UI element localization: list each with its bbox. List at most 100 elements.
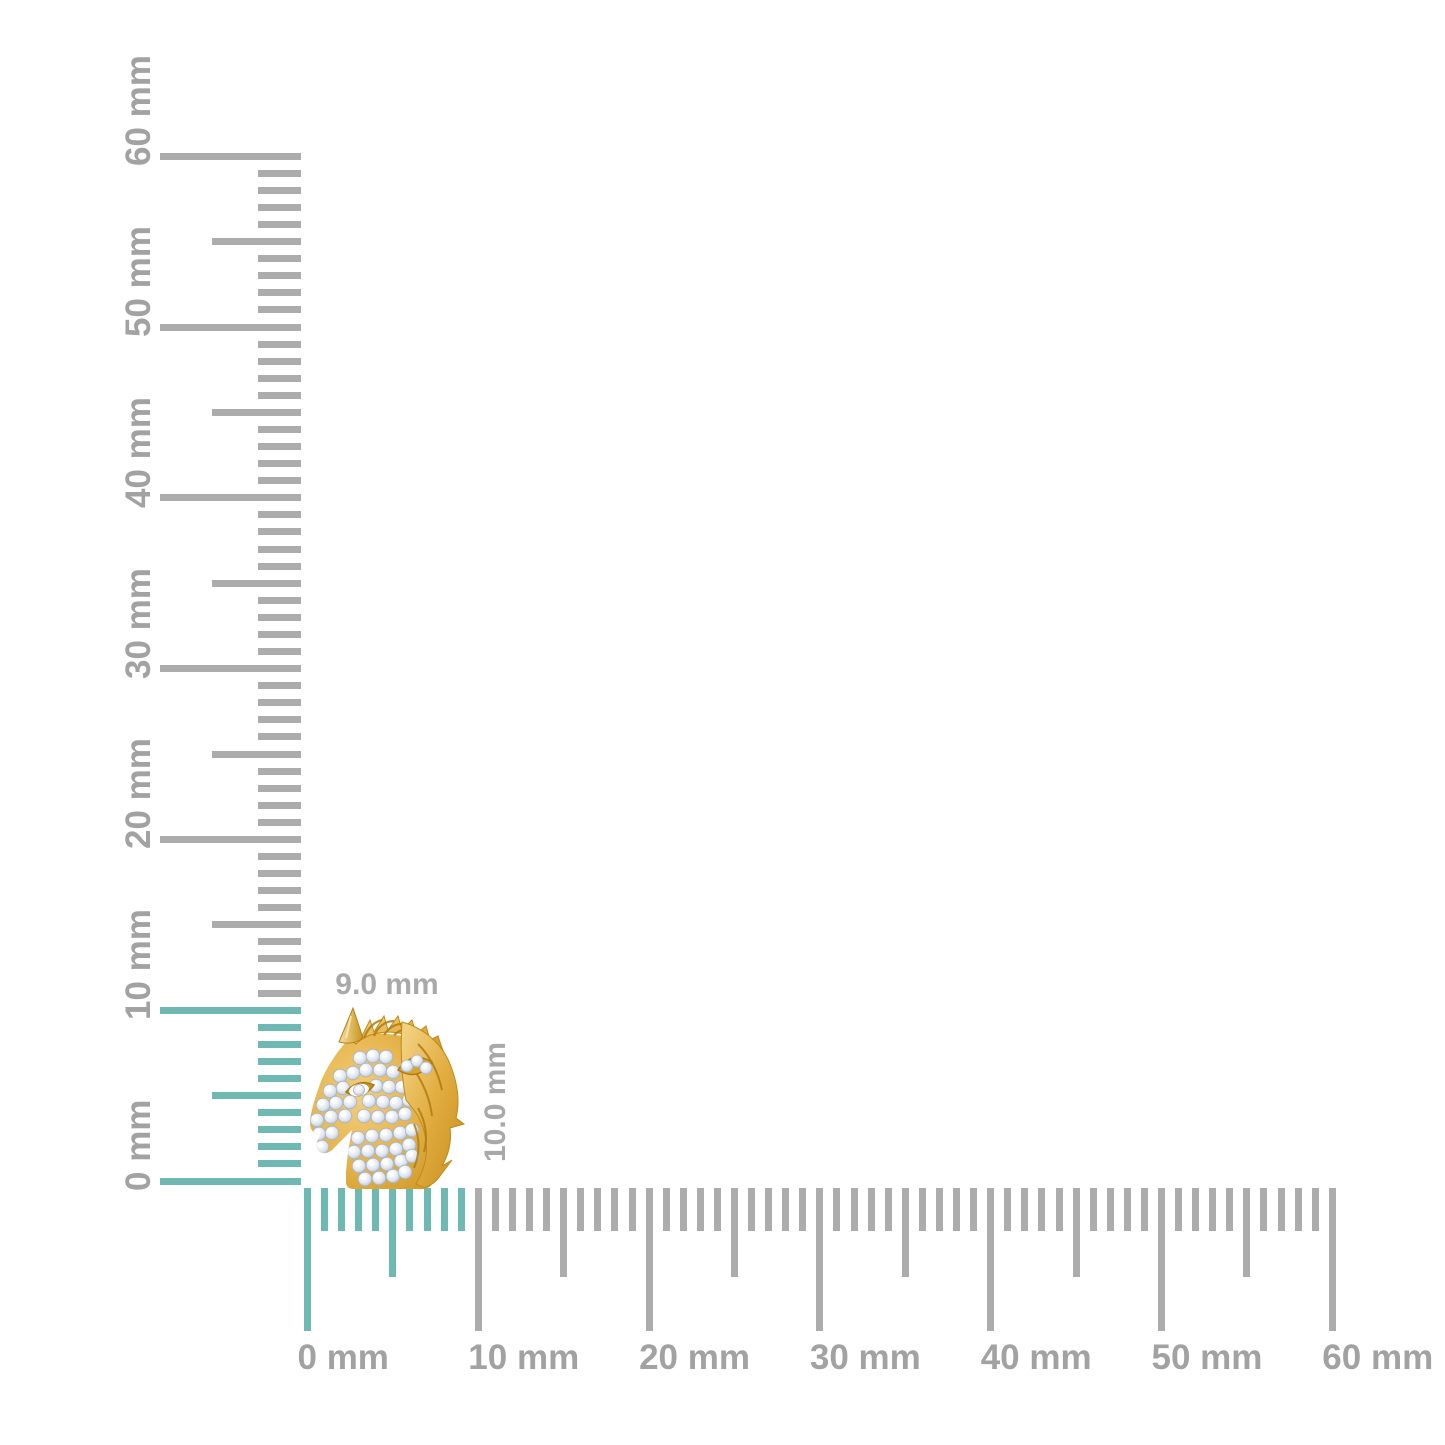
horizontal-ruler-label-40mm: 40 mm xyxy=(980,1338,1092,1377)
horizontal-ruler-tick-11mm xyxy=(491,1188,499,1231)
vertical-ruler-tick-59mm xyxy=(258,169,301,177)
vertical-ruler-tick-25mm xyxy=(212,750,301,758)
vertical-ruler-tick-0mm xyxy=(160,1177,301,1185)
horizontal-ruler-tick-0mm xyxy=(304,1188,311,1331)
vertical-ruler-tick-6mm xyxy=(258,1075,301,1083)
vertical-ruler-tick-19mm xyxy=(258,852,301,860)
horizontal-ruler-tick-38mm xyxy=(953,1188,961,1231)
horizontal-ruler-tick-53mm xyxy=(1209,1188,1217,1231)
horizontal-ruler-tick-19mm xyxy=(628,1188,636,1231)
horizontal-ruler-tick-6mm xyxy=(406,1188,414,1231)
horizontal-ruler-tick-46mm xyxy=(1089,1188,1097,1231)
horizontal-ruler-tick-50mm xyxy=(1158,1188,1165,1331)
horizontal-ruler-tick-47mm xyxy=(1106,1188,1114,1231)
horizontal-ruler-label-30mm: 30 mm xyxy=(809,1338,921,1377)
vertical-ruler-tick-34mm xyxy=(258,596,301,604)
horizontal-ruler-tick-14mm xyxy=(543,1188,551,1231)
vertical-ruler-tick-23mm xyxy=(258,784,301,792)
vertical-ruler-tick-26mm xyxy=(258,733,301,741)
horizontal-ruler-tick-60mm xyxy=(1328,1188,1336,1331)
vertical-ruler-tick-56mm xyxy=(258,221,301,229)
horizontal-ruler-tick-26mm xyxy=(748,1188,756,1231)
horizontal-ruler-tick-45mm xyxy=(1072,1188,1080,1277)
horizontal-ruler-label-20mm: 20 mm xyxy=(639,1338,750,1377)
horizontal-ruler-tick-37mm xyxy=(935,1188,943,1231)
vertical-ruler-label-60mm: 60 mm xyxy=(119,55,158,167)
vertical-ruler-tick-31mm xyxy=(258,648,301,656)
vertical-ruler-tick-4mm xyxy=(258,1109,301,1117)
vertical-ruler-label-30mm: 30 mm xyxy=(119,567,158,679)
vertical-ruler-tick-33mm xyxy=(258,613,301,621)
horizontal-ruler-tick-54mm xyxy=(1226,1188,1234,1231)
vertical-ruler-label-40mm: 40 mm xyxy=(119,396,158,508)
horizontal-ruler-tick-25mm xyxy=(731,1188,738,1277)
vertical-ruler-tick-16mm xyxy=(258,904,301,912)
horizontal-ruler-tick-22mm xyxy=(679,1188,687,1231)
horizontal-ruler-tick-23mm xyxy=(696,1188,704,1231)
vertical-ruler-tick-57mm xyxy=(258,203,301,211)
vertical-ruler-label-50mm: 50 mm xyxy=(119,226,158,337)
horizontal-ruler-tick-39mm xyxy=(970,1188,978,1231)
horizontal-ruler-tick-4mm xyxy=(372,1188,380,1231)
horizontal-ruler-label-10mm: 10 mm xyxy=(468,1338,580,1377)
horizontal-ruler-tick-3mm xyxy=(355,1188,363,1231)
vertical-ruler-label-20mm: 20 mm xyxy=(119,738,158,850)
horse-head-pendant-image xyxy=(310,1006,466,1189)
pave-diamonds xyxy=(310,1048,420,1187)
horizontal-ruler-tick-59mm xyxy=(1311,1188,1319,1231)
vertical-ruler-tick-55mm xyxy=(212,238,301,246)
horizontal-ruler-label-0mm: 0 mm xyxy=(297,1338,389,1377)
horizontal-ruler-tick-1mm xyxy=(321,1188,329,1231)
horizontal-ruler-tick-21mm xyxy=(662,1188,670,1231)
vertical-ruler-tick-58mm xyxy=(258,186,301,194)
vertical-ruler-tick-51mm xyxy=(258,306,301,314)
vertical-ruler-tick-27mm xyxy=(258,716,301,724)
vertical-ruler-tick-48mm xyxy=(258,357,301,365)
horizontal-ruler-tick-35mm xyxy=(901,1188,909,1277)
vertical-ruler-tick-36mm xyxy=(258,562,301,570)
vertical-ruler-tick-32mm xyxy=(258,630,301,638)
vertical-ruler-tick-60mm xyxy=(160,152,301,160)
vertical-ruler-tick-35mm xyxy=(212,579,301,587)
horizontal-ruler-label-50mm: 50 mm xyxy=(1151,1338,1263,1377)
horizontal-ruler-tick-36mm xyxy=(918,1188,926,1231)
vertical-ruler-tick-21mm xyxy=(258,818,301,826)
horizontal-ruler-tick-18mm xyxy=(611,1188,619,1231)
horizontal-ruler-tick-56mm xyxy=(1260,1188,1268,1231)
horizontal-ruler-tick-40mm xyxy=(987,1188,995,1331)
horizontal-ruler-tick-52mm xyxy=(1192,1188,1200,1231)
vertical-ruler-tick-46mm xyxy=(258,391,301,399)
horizontal-ruler-tick-44mm xyxy=(1055,1188,1063,1231)
vertical-ruler-label-10mm: 10 mm xyxy=(119,909,158,1021)
horizontal-ruler-tick-15mm xyxy=(560,1188,568,1277)
horizontal-ruler-tick-2mm xyxy=(338,1188,346,1231)
vertical-ruler-tick-18mm xyxy=(258,870,301,878)
horizontal-ruler-tick-29mm xyxy=(799,1188,807,1231)
horizontal-ruler-tick-49mm xyxy=(1140,1188,1148,1231)
horizontal-ruler-tick-10mm xyxy=(474,1188,482,1331)
vertical-ruler-tick-5mm xyxy=(212,1092,301,1100)
horizontal-ruler-tick-7mm xyxy=(423,1188,431,1231)
horizontal-ruler-tick-31mm xyxy=(833,1188,841,1231)
horizontal-ruler-tick-9mm xyxy=(457,1188,465,1231)
vertical-ruler-tick-11mm xyxy=(258,989,301,997)
item-width-label: 9.0 mm xyxy=(335,968,439,1001)
vertical-ruler-tick-14mm xyxy=(258,938,301,946)
vertical-ruler-tick-39mm xyxy=(258,511,301,519)
vertical-ruler-tick-12mm xyxy=(258,972,301,980)
vertical-ruler-tick-8mm xyxy=(258,1040,301,1048)
vertical-ruler-tick-24mm xyxy=(258,767,301,775)
item-height-label: 10.0 mm xyxy=(479,1041,512,1162)
horizontal-ruler-tick-16mm xyxy=(577,1188,585,1231)
horizontal-ruler-label-60mm: 60 mm xyxy=(1322,1338,1434,1377)
horizontal-ruler-tick-27mm xyxy=(765,1188,773,1231)
vertical-ruler-tick-50mm xyxy=(160,323,301,331)
pendant-brow-cluster xyxy=(396,1054,434,1076)
pendant-eye xyxy=(344,1081,376,1097)
horizontal-ruler-tick-48mm xyxy=(1123,1188,1131,1231)
horizontal-ruler-tick-57mm xyxy=(1277,1188,1285,1231)
vertical-ruler-tick-30mm xyxy=(160,665,301,673)
vertical-ruler-tick-9mm xyxy=(258,1023,301,1031)
horizontal-ruler-tick-30mm xyxy=(816,1188,824,1331)
